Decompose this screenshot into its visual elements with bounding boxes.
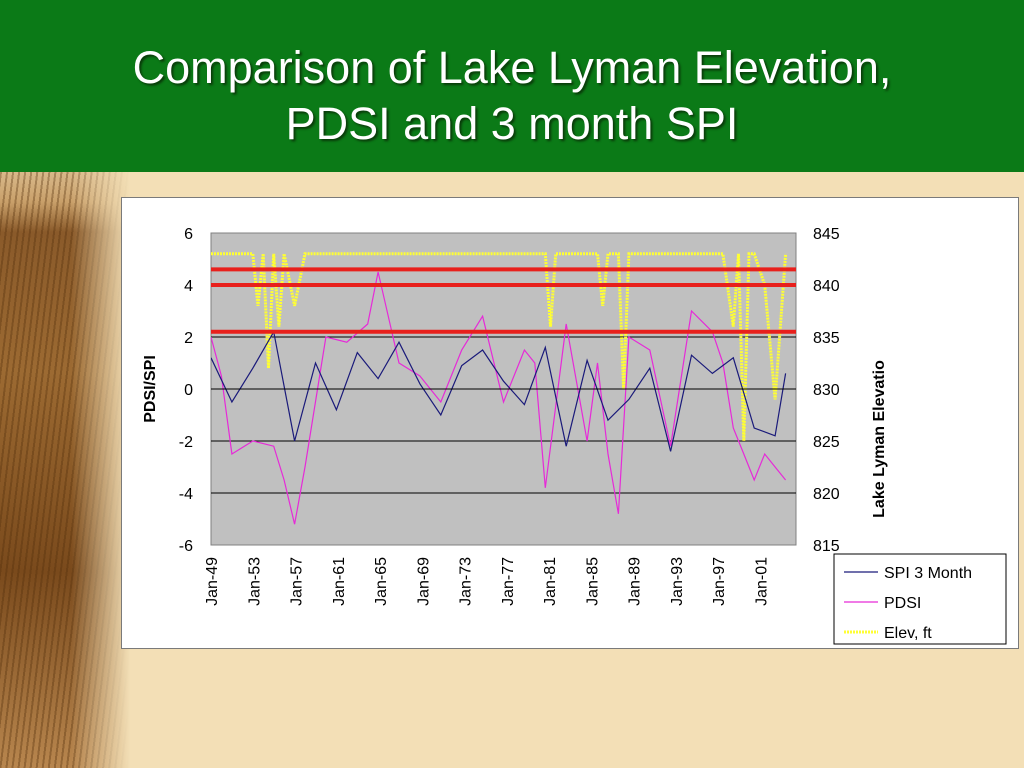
y-tick-label: 2 xyxy=(184,330,193,347)
x-tick-label: Jan-57 xyxy=(289,557,306,606)
x-tick-label: Jan-89 xyxy=(627,557,644,606)
x-tick-label: Jan-97 xyxy=(711,557,728,606)
x-tick-label: Jan-01 xyxy=(753,557,770,606)
x-tick-label: Jan-85 xyxy=(584,557,601,606)
y2-tick-label: 820 xyxy=(813,486,840,503)
x-tick-label: Jan-53 xyxy=(246,557,263,606)
x-tick-label: Jan-93 xyxy=(669,557,686,606)
page-title-line-1: Comparison of Lake Lyman Elevation, xyxy=(132,42,892,93)
series-line-pdsi xyxy=(211,271,787,525)
y2-tick-label: 835 xyxy=(813,330,840,347)
y-tick-label: -4 xyxy=(179,486,193,503)
page-title-line-2: PDSI and 3 month SPI xyxy=(285,98,739,149)
chart-frame: 6 4 2 0 -2 -4 -6 845 840 835 830 825 820 815 Jan-49 Jan… xyxy=(121,197,1019,649)
y-tick-label: -2 xyxy=(179,434,193,451)
y2-tick-label: 840 xyxy=(813,278,840,295)
y2-tick-label: 830 xyxy=(813,382,840,399)
y2-tick-label: 815 xyxy=(813,538,840,555)
x-tick-label: Jan-73 xyxy=(458,557,475,606)
series-line-elev-ft xyxy=(211,252,788,442)
y-tick-label: 4 xyxy=(184,278,193,295)
y-axis-title: PDSI/SPI xyxy=(142,355,159,423)
y2-axis-title: Lake Lyman Elevatio xyxy=(871,360,888,518)
y2-tick-label: 845 xyxy=(813,226,840,243)
y-tick-label: 0 xyxy=(184,382,193,399)
x-tick-label: Jan-69 xyxy=(415,557,432,606)
chart: 6 4 2 0 -2 -4 -6 845 840 835 830 825 820 815 Jan-49 Jan… xyxy=(142,226,1007,645)
page-title: Comparison of Lake Lyman Elevation, PDSI… xyxy=(40,40,984,152)
y-tick-label: 6 xyxy=(184,226,193,243)
y-tick-label: -6 xyxy=(179,538,193,555)
x-tick-label: Jan-65 xyxy=(373,557,390,606)
x-tick-label: Jan-49 xyxy=(204,557,221,606)
legend-label: SPI 3 Month xyxy=(884,565,972,582)
y2-tick-label: 825 xyxy=(813,434,840,451)
x-tick-label: Jan-77 xyxy=(500,557,517,606)
x-tick-label: Jan-61 xyxy=(331,557,348,606)
legend-label: Elev, ft xyxy=(884,625,932,642)
title-banner xyxy=(0,0,1024,172)
x-tick-label: Jan-81 xyxy=(542,557,559,606)
legend-box xyxy=(833,553,1007,645)
legend-label: PDSI xyxy=(884,595,921,612)
decorative-grass-photo xyxy=(0,172,130,768)
